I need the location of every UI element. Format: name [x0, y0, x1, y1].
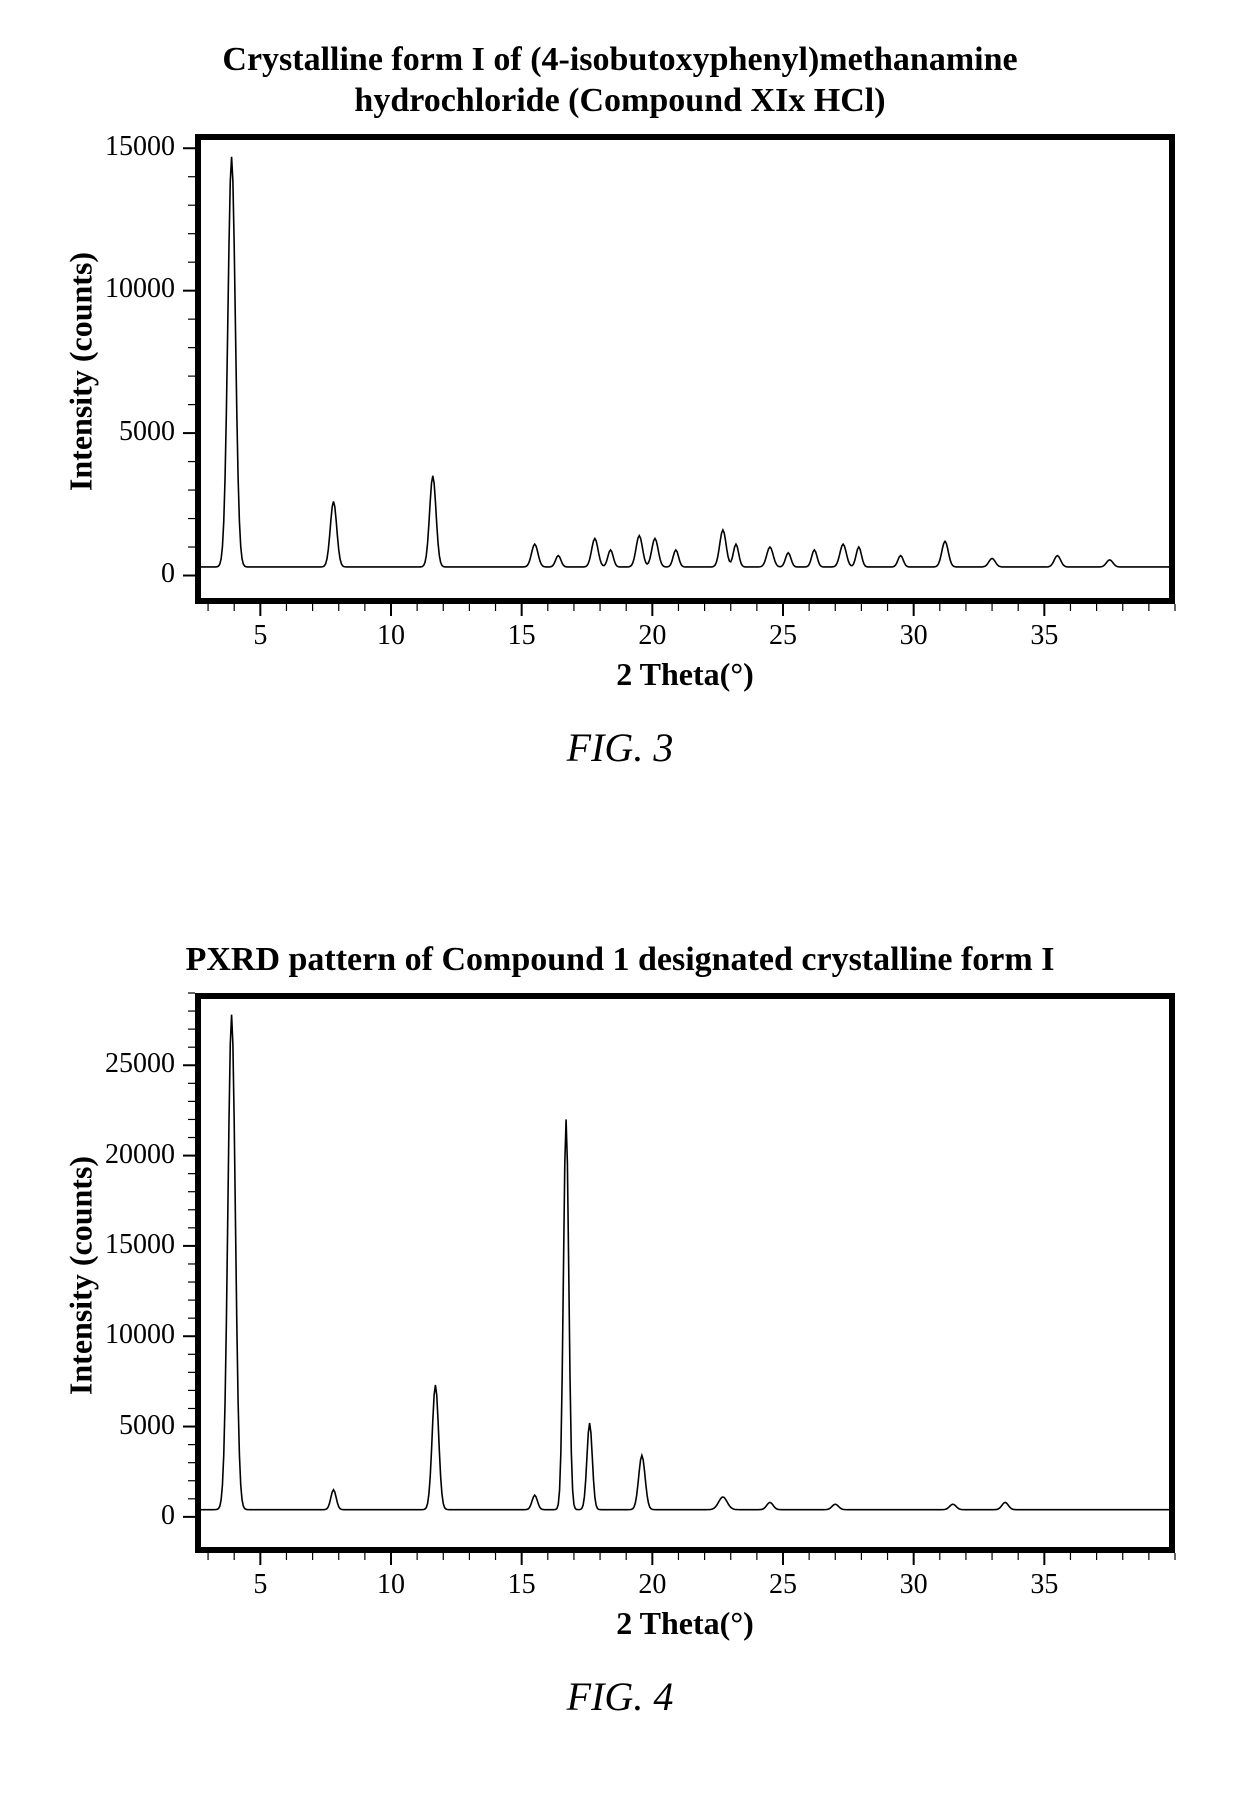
y-axis-label: Intensity (counts)	[63, 995, 100, 1555]
chart-title-line: hydrochloride (Compound XIx HCl)	[50, 81, 1190, 122]
spectrum-line	[195, 1014, 1175, 1509]
xtick-label: 5	[230, 1569, 290, 1601]
chart-area: 51015202530350500010000150002 Theta(°)In…	[25, 134, 1215, 714]
xtick-label: 30	[884, 1569, 944, 1601]
xtick-label: 35	[1014, 1569, 1074, 1601]
xtick-label: 30	[884, 620, 944, 652]
xtick-label: 15	[492, 1569, 552, 1601]
chart-area: 510152025303505000100001500020000250002 …	[25, 993, 1215, 1663]
y-axis-label: Intensity (counts)	[63, 136, 100, 606]
figure-caption: FIG. 3	[0, 724, 1240, 771]
chart-title: Crystalline form I of (4-isobutoxyphenyl…	[50, 40, 1190, 122]
plot-svg	[195, 134, 1175, 604]
plot-svg	[195, 993, 1175, 1553]
xtick-label: 5	[230, 620, 290, 652]
fig3: Crystalline form I of (4-isobutoxyphenyl…	[0, 40, 1240, 771]
xtick-label: 25	[753, 1569, 813, 1601]
chart-title-line: Crystalline form I of (4-isobutoxyphenyl…	[50, 40, 1190, 81]
figure-caption: FIG. 4	[0, 1673, 1240, 1720]
chart-title-line: PXRD pattern of Compound 1 designated cr…	[50, 940, 1190, 981]
xtick-label: 10	[361, 1569, 421, 1601]
xtick-label: 25	[753, 620, 813, 652]
xtick-label: 10	[361, 620, 421, 652]
chart-title: PXRD pattern of Compound 1 designated cr…	[50, 940, 1190, 981]
xtick-label: 20	[622, 620, 682, 652]
xtick-label: 15	[492, 620, 552, 652]
spectrum-line	[195, 156, 1175, 566]
fig4: PXRD pattern of Compound 1 designated cr…	[0, 940, 1240, 1720]
x-axis-label: 2 Theta(°)	[195, 1605, 1175, 1642]
xtick-label: 35	[1014, 620, 1074, 652]
xtick-label: 20	[622, 1569, 682, 1601]
x-axis-label: 2 Theta(°)	[195, 656, 1175, 693]
